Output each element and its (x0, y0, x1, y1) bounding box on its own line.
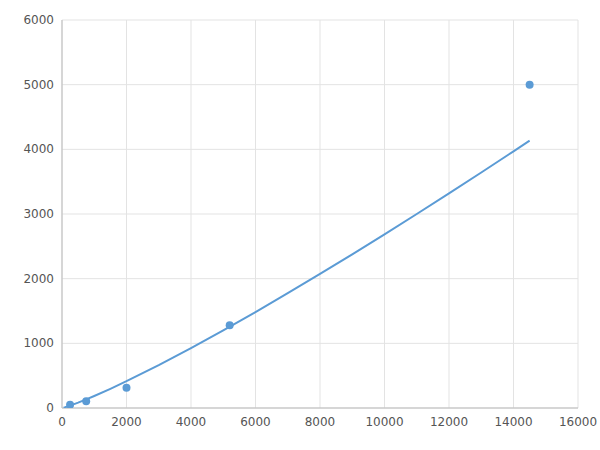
data-point (66, 401, 74, 408)
x-tick-label: 2000 (111, 415, 142, 429)
x-tick-label: 10000 (365, 415, 403, 429)
x-tick-label: 14000 (494, 415, 532, 429)
x-tick-label: 8000 (305, 415, 336, 429)
grid (62, 20, 578, 408)
y-tick-label: 0 (46, 401, 54, 415)
y-tick-label: 1000 (23, 336, 54, 350)
data-point (226, 321, 234, 329)
background (0, 0, 600, 450)
x-axis-line (62, 408, 578, 409)
x-tick-label: 4000 (176, 415, 207, 429)
y-grid-line (62, 149, 578, 150)
y-tick-label: 3000 (23, 207, 54, 221)
y-tick-label: 2000 (23, 272, 54, 286)
y-tick-label: 5000 (23, 78, 54, 92)
y-tick-label: 6000 (23, 13, 54, 27)
y-grid-line (62, 214, 578, 215)
y-grid-line (62, 84, 578, 85)
page: {"chart_data": { "type": "scatter", "ser… (0, 0, 600, 450)
data-point (526, 81, 534, 89)
plot-area (64, 81, 534, 408)
y-grid-line (62, 278, 578, 279)
y-grid-line (62, 20, 578, 21)
x-tick-label: 12000 (430, 415, 468, 429)
x-tick-label: 6000 (240, 415, 271, 429)
data-point (82, 397, 90, 405)
y-tick-label: 4000 (23, 142, 54, 156)
data-point (123, 384, 131, 392)
fit-line (64, 141, 530, 408)
x-tick-label: 0 (58, 415, 66, 429)
y-grid-line (62, 408, 578, 409)
axes: 0 2000 4000 6000 8000 10000 12000 14000 16000 0 10… (23, 13, 597, 429)
y-grid-line (62, 343, 578, 344)
y-axis-line (62, 20, 63, 408)
x-grid-line (62, 20, 63, 408)
chart: 0 2000 4000 6000 8000 10000 12000 14000 16000 0 10… (0, 0, 600, 450)
x-tick-label: 16000 (559, 415, 597, 429)
